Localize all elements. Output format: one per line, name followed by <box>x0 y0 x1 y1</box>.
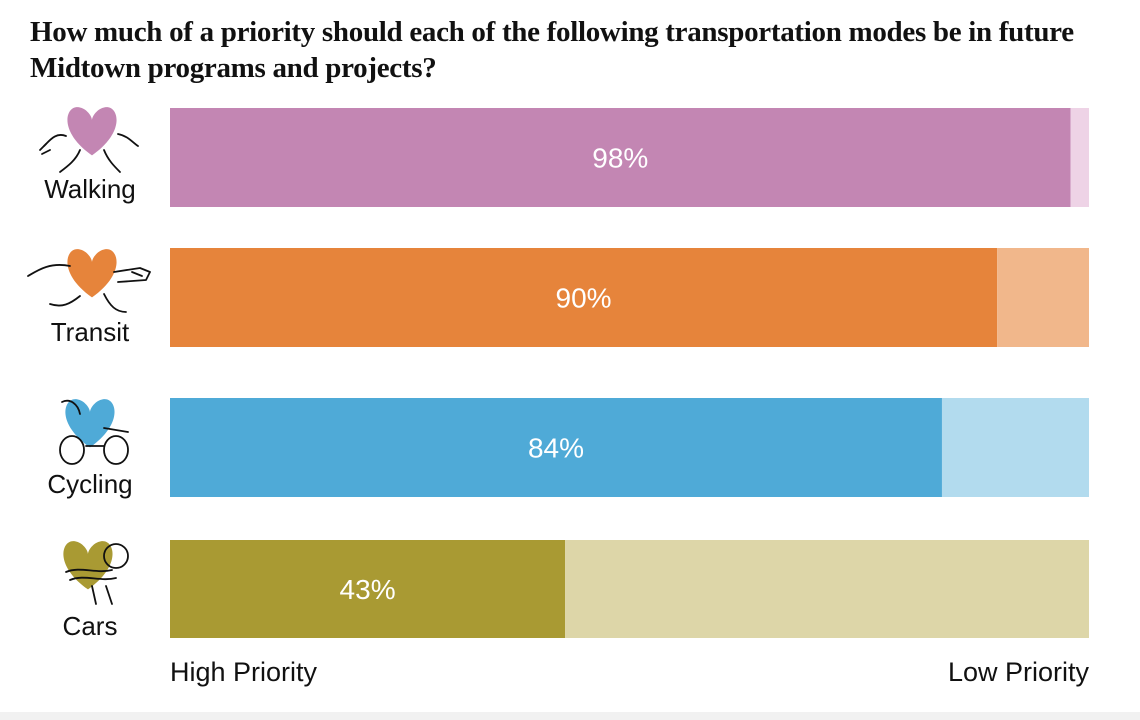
bar-low-priority-walking <box>1070 108 1089 207</box>
bottom-divider <box>0 712 1140 720</box>
bar-high-priority-cars <box>170 540 566 638</box>
data-label-cycling: 84% <box>528 433 584 464</box>
bar-low-priority-cars <box>565 540 1089 638</box>
bar-low-priority-cycling <box>941 398 1089 497</box>
car-heart-icon <box>63 541 129 605</box>
data-label-walking: 98% <box>592 143 648 174</box>
data-label-cars: 43% <box>340 574 396 605</box>
axis-label-low-priority: Low Priority <box>948 657 1090 687</box>
category-label-walking: Walking <box>44 174 136 204</box>
category-label-cars: Cars <box>63 611 118 641</box>
walking-heart-icon <box>39 107 139 173</box>
bar-high-priority-walking <box>170 108 1071 207</box>
chart-title: How much of a priority should each of th… <box>30 16 1074 84</box>
axis-label-high-priority: High Priority <box>170 657 318 687</box>
category-label-cycling: Cycling <box>47 469 132 499</box>
category-label-transit: Transit <box>51 317 130 347</box>
transit-heart-icon <box>27 249 151 313</box>
cycling-heart-icon <box>59 399 129 465</box>
bar-high-priority-cycling <box>170 398 942 497</box>
bar-high-priority-transit <box>170 248 998 347</box>
bar-low-priority-transit <box>997 248 1089 347</box>
data-label-transit: 90% <box>556 283 612 314</box>
